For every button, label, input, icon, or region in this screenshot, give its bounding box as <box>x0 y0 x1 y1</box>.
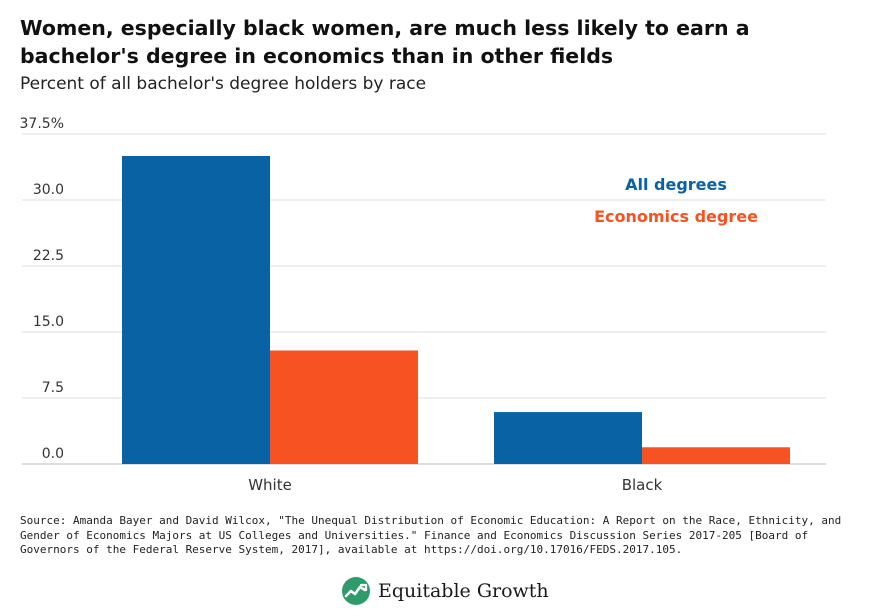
bar-chart: 0.0 7.5 15.0 22.5 30.0 37.5% White Black All d… <box>20 116 826 494</box>
y-tick-label: 22.5 <box>33 248 64 264</box>
y-axis-tick-labels: 0.0 7.5 15.0 22.5 30.0 37.5% <box>20 116 64 462</box>
y-tick-label: 7.5 <box>42 380 64 396</box>
brand-logo: Equitable Growth <box>341 576 549 606</box>
y-tick-label: 15.0 <box>33 314 64 330</box>
chart-subtitle: Percent of all bachelor's degree holders… <box>20 74 427 94</box>
y-tick-label: 37.5% <box>20 116 64 132</box>
y-tick-label: 0.0 <box>42 446 64 462</box>
x-tick-label: White <box>248 476 292 494</box>
legend: All degrees Economics degree <box>594 175 758 226</box>
y-tick-label: 30.0 <box>33 182 64 198</box>
trend-line-logo-icon <box>342 577 370 605</box>
bar-all-degrees-white <box>122 156 270 464</box>
bar-economics-degree-black <box>642 447 790 464</box>
bar-all-degrees-black <box>494 412 642 464</box>
source-note: Source: Amanda Bayer and David Wilcox, "… <box>20 514 842 556</box>
brand-name: Equitable Growth <box>378 580 549 602</box>
legend-item-economics-degree: Economics degree <box>594 207 758 226</box>
bars <box>122 156 790 464</box>
x-axis-tick-labels: White Black <box>248 476 662 494</box>
x-tick-label: Black <box>622 476 663 494</box>
bar-economics-degree-white <box>270 350 418 464</box>
legend-item-all-degrees: All degrees <box>625 175 727 194</box>
chart-title: Women, especially black women, are much … <box>20 16 750 68</box>
